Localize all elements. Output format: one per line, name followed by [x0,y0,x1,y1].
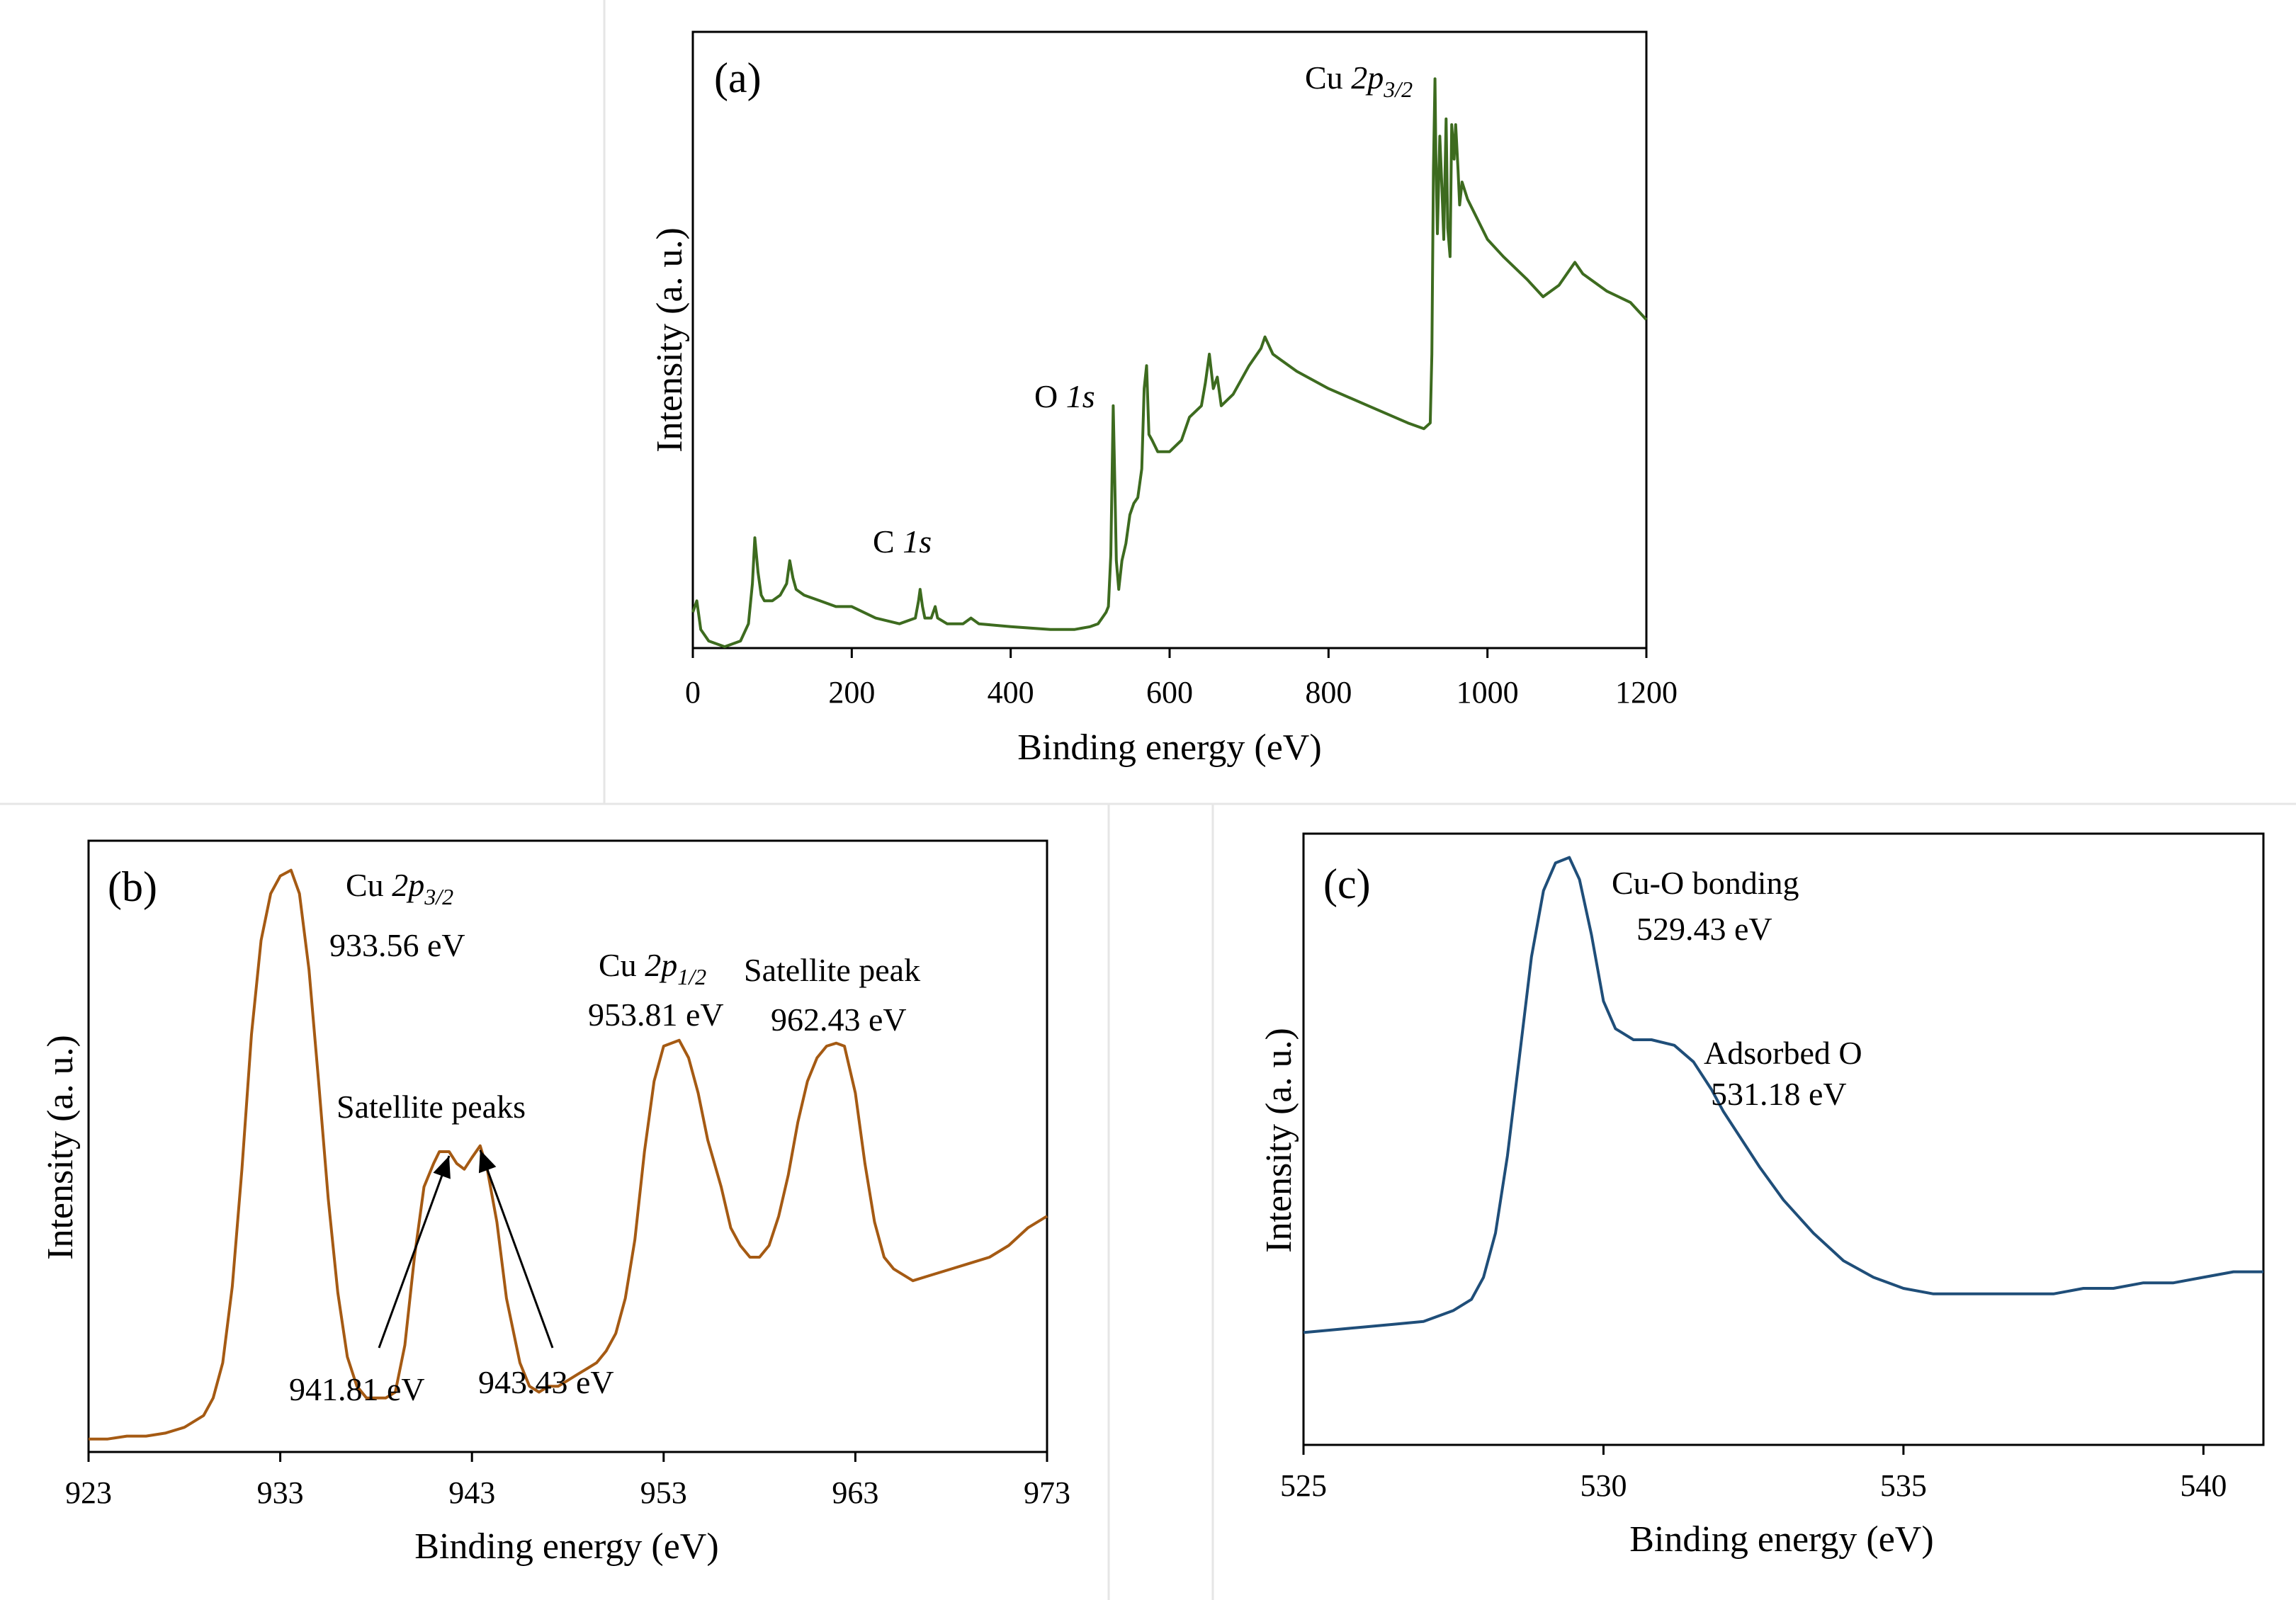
satellite-arrow-line [378,1155,451,1349]
annotation-adsorbed-o-value-c: 531.18 eV [1711,1076,1847,1112]
x-axis-label-b: Binding energy (eV) [414,1526,718,1567]
x-tick-label: 1000 [1457,675,1519,710]
series-line-o-1s [1303,856,2263,1334]
x-tick-label: 800 [1305,675,1352,710]
panel-b-cu-2p-spectrum: (b) 923 933 943 953 963 973 Binding energy (e… [40,839,1070,1567]
annotation-cu-o-bonding-c: Cu-O bonding [1612,865,1799,901]
panel-c-o-1s-spectrum: (c) 525 530 535 540 Binding energy (eV) Int… [1259,832,2265,1560]
x-tick-label: 400 [988,675,1034,710]
annotation-cu-2p12-b: Cu 2p1/2 [599,947,706,989]
annotation-o-1s-a: O 1s [1034,378,1095,414]
satellite-arrow-head [478,1150,497,1174]
x-tick-label: 200 [828,675,875,710]
annotation-cu-2p32-value-b: 933.56 eV [329,927,465,963]
annotation-satellite-peak-value-b: 962.43 eV [771,1002,907,1038]
x-tick-label: 540 [2180,1468,2227,1503]
satellite-arrows [378,1150,554,1349]
panel-b-label: (b) [108,863,157,910]
x-tick-label: 535 [1880,1468,1927,1503]
x-tick-label: 525 [1280,1468,1327,1503]
annotation-satellite-943-b: 943.43 eV [478,1364,614,1400]
series-line-cu-2p [89,868,1048,1441]
panel-b-frame [87,839,1048,1453]
series-line-survey [691,77,1648,649]
x-tick-label: 1200 [1615,675,1678,710]
panel-a-label: (a) [714,55,762,101]
x-axis-ticks-c: 525 530 535 540 [1280,1445,2227,1503]
panel-c-frame [1302,832,2265,1446]
x-tick-label: 923 [65,1475,112,1510]
x-tick-label: 963 [832,1475,878,1510]
x-tick-label: 943 [448,1475,495,1510]
annotation-satellite-peak-b: Satellite peak [744,952,920,988]
panel-c-label: (c) [1323,861,1371,907]
satellite-arrow-line [479,1150,554,1349]
annotation-cu-2p12-value-b: 953.81 eV [588,997,724,1033]
x-axis-label-c: Binding energy (eV) [1629,1519,1933,1560]
y-axis-label-c: Intensity (a. u.) [1259,1028,1299,1253]
y-axis-label-a: Intensity (a. u.) [650,227,690,453]
y-axis-label-b: Intensity (a. u.) [40,1035,81,1260]
x-axis-ticks-a: 0 200 400 600 800 1000 1200 [685,648,1678,710]
x-tick-label: 933 [257,1475,304,1510]
annotation-cu-2p32-a: Cu 2p3/2 [1305,59,1413,102]
annotation-satellite-peaks-b: Satellite peaks [337,1089,526,1125]
panel-a-survey-spectrum: (a) 0 200 400 600 800 1000 1200 Binding energy… [650,30,1678,768]
x-tick-label: 0 [685,675,701,710]
x-axis-label-a: Binding energy (eV) [1017,727,1321,768]
x-axis-ticks-b: 923 933 943 953 963 973 [65,1452,1070,1510]
annotation-c-1s-a: C 1s [873,523,932,560]
annotation-adsorbed-o-c: Adsorbed O [1704,1035,1862,1071]
annotation-satellite-941-b: 941.81 eV [289,1371,425,1407]
x-tick-label: 953 [640,1475,687,1510]
x-tick-label: 600 [1146,675,1193,710]
x-tick-label: 973 [1024,1475,1070,1510]
satellite-arrow-head [433,1156,451,1179]
panel-a-frame [691,30,1648,649]
x-tick-label: 530 [1580,1468,1627,1503]
annotation-cu-o-value-c: 529.43 eV [1636,911,1772,947]
annotation-cu-2p32-b: Cu 2p3/2 [346,867,453,909]
